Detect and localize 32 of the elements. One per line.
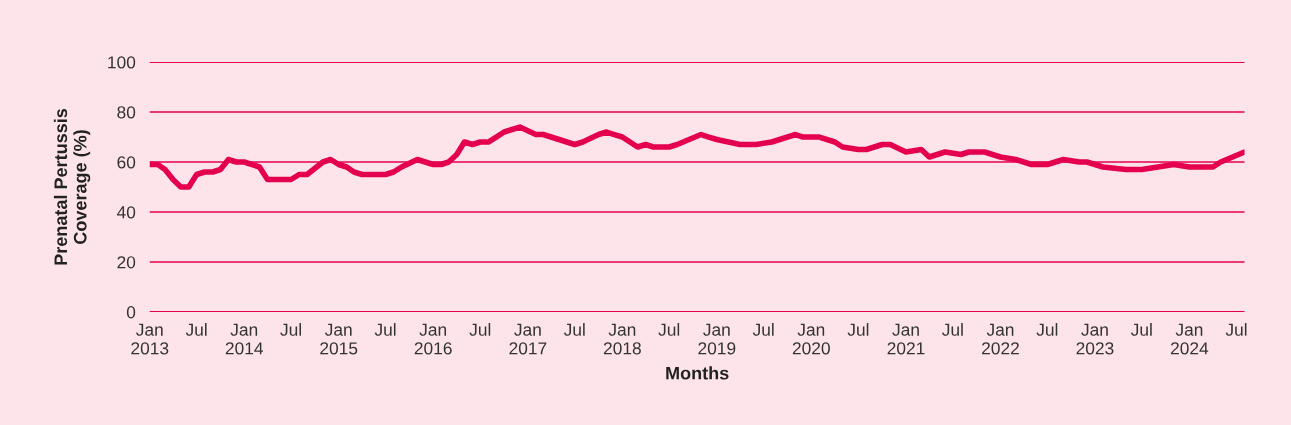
x-tick-label: Jan 2024 xyxy=(1170,323,1209,355)
x-tick-label: Jul xyxy=(1130,323,1152,336)
x-tick-label: Jan 2023 xyxy=(1076,323,1114,355)
y-tick-label: 40 xyxy=(116,206,136,219)
x-tick-label: Jul xyxy=(374,323,396,336)
x-tick-label: Jan 2015 xyxy=(320,323,358,355)
y-tick-label: 100 xyxy=(108,56,136,69)
x-tick-label: Jul xyxy=(469,323,491,336)
x-tick-label: Jul xyxy=(1036,323,1058,336)
y-tick-label: 60 xyxy=(117,156,136,169)
y-tick-label: 80 xyxy=(117,106,136,119)
x-tick-label: Jan 2020 xyxy=(792,323,830,355)
x-tick-label: Jul xyxy=(1225,323,1247,336)
x-tick-label: Jul xyxy=(752,323,774,336)
y-tick-label: 0 xyxy=(126,306,136,319)
x-tick-label: Jan 2019 xyxy=(698,323,736,355)
x-tick-label: Jul xyxy=(280,323,301,336)
y-axis-title: Prenatal Pertussis Coverage (%) xyxy=(53,108,91,265)
x-tick-label: Jul xyxy=(658,323,680,336)
x-tick-label: Jul xyxy=(942,323,963,336)
x-tick-label: Jan 2013 xyxy=(131,323,169,355)
x-axis-title: Months xyxy=(666,366,729,380)
x-tick-label: Jan 2014 xyxy=(225,323,264,355)
x-tick-label: Jul xyxy=(563,323,585,336)
x-tick-label: Jul xyxy=(847,323,869,336)
x-tick-label: Jan 2018 xyxy=(603,323,641,355)
y-tick-label: 20 xyxy=(117,256,136,269)
x-tick-label: Jan 2022 xyxy=(982,323,1019,355)
x-tick-label: Jan 2017 xyxy=(509,323,547,355)
x-tick-label: Jan 2021 xyxy=(887,323,925,355)
x-tick-label: Jul xyxy=(185,323,207,336)
x-tick-label: Jan 2016 xyxy=(414,323,452,355)
